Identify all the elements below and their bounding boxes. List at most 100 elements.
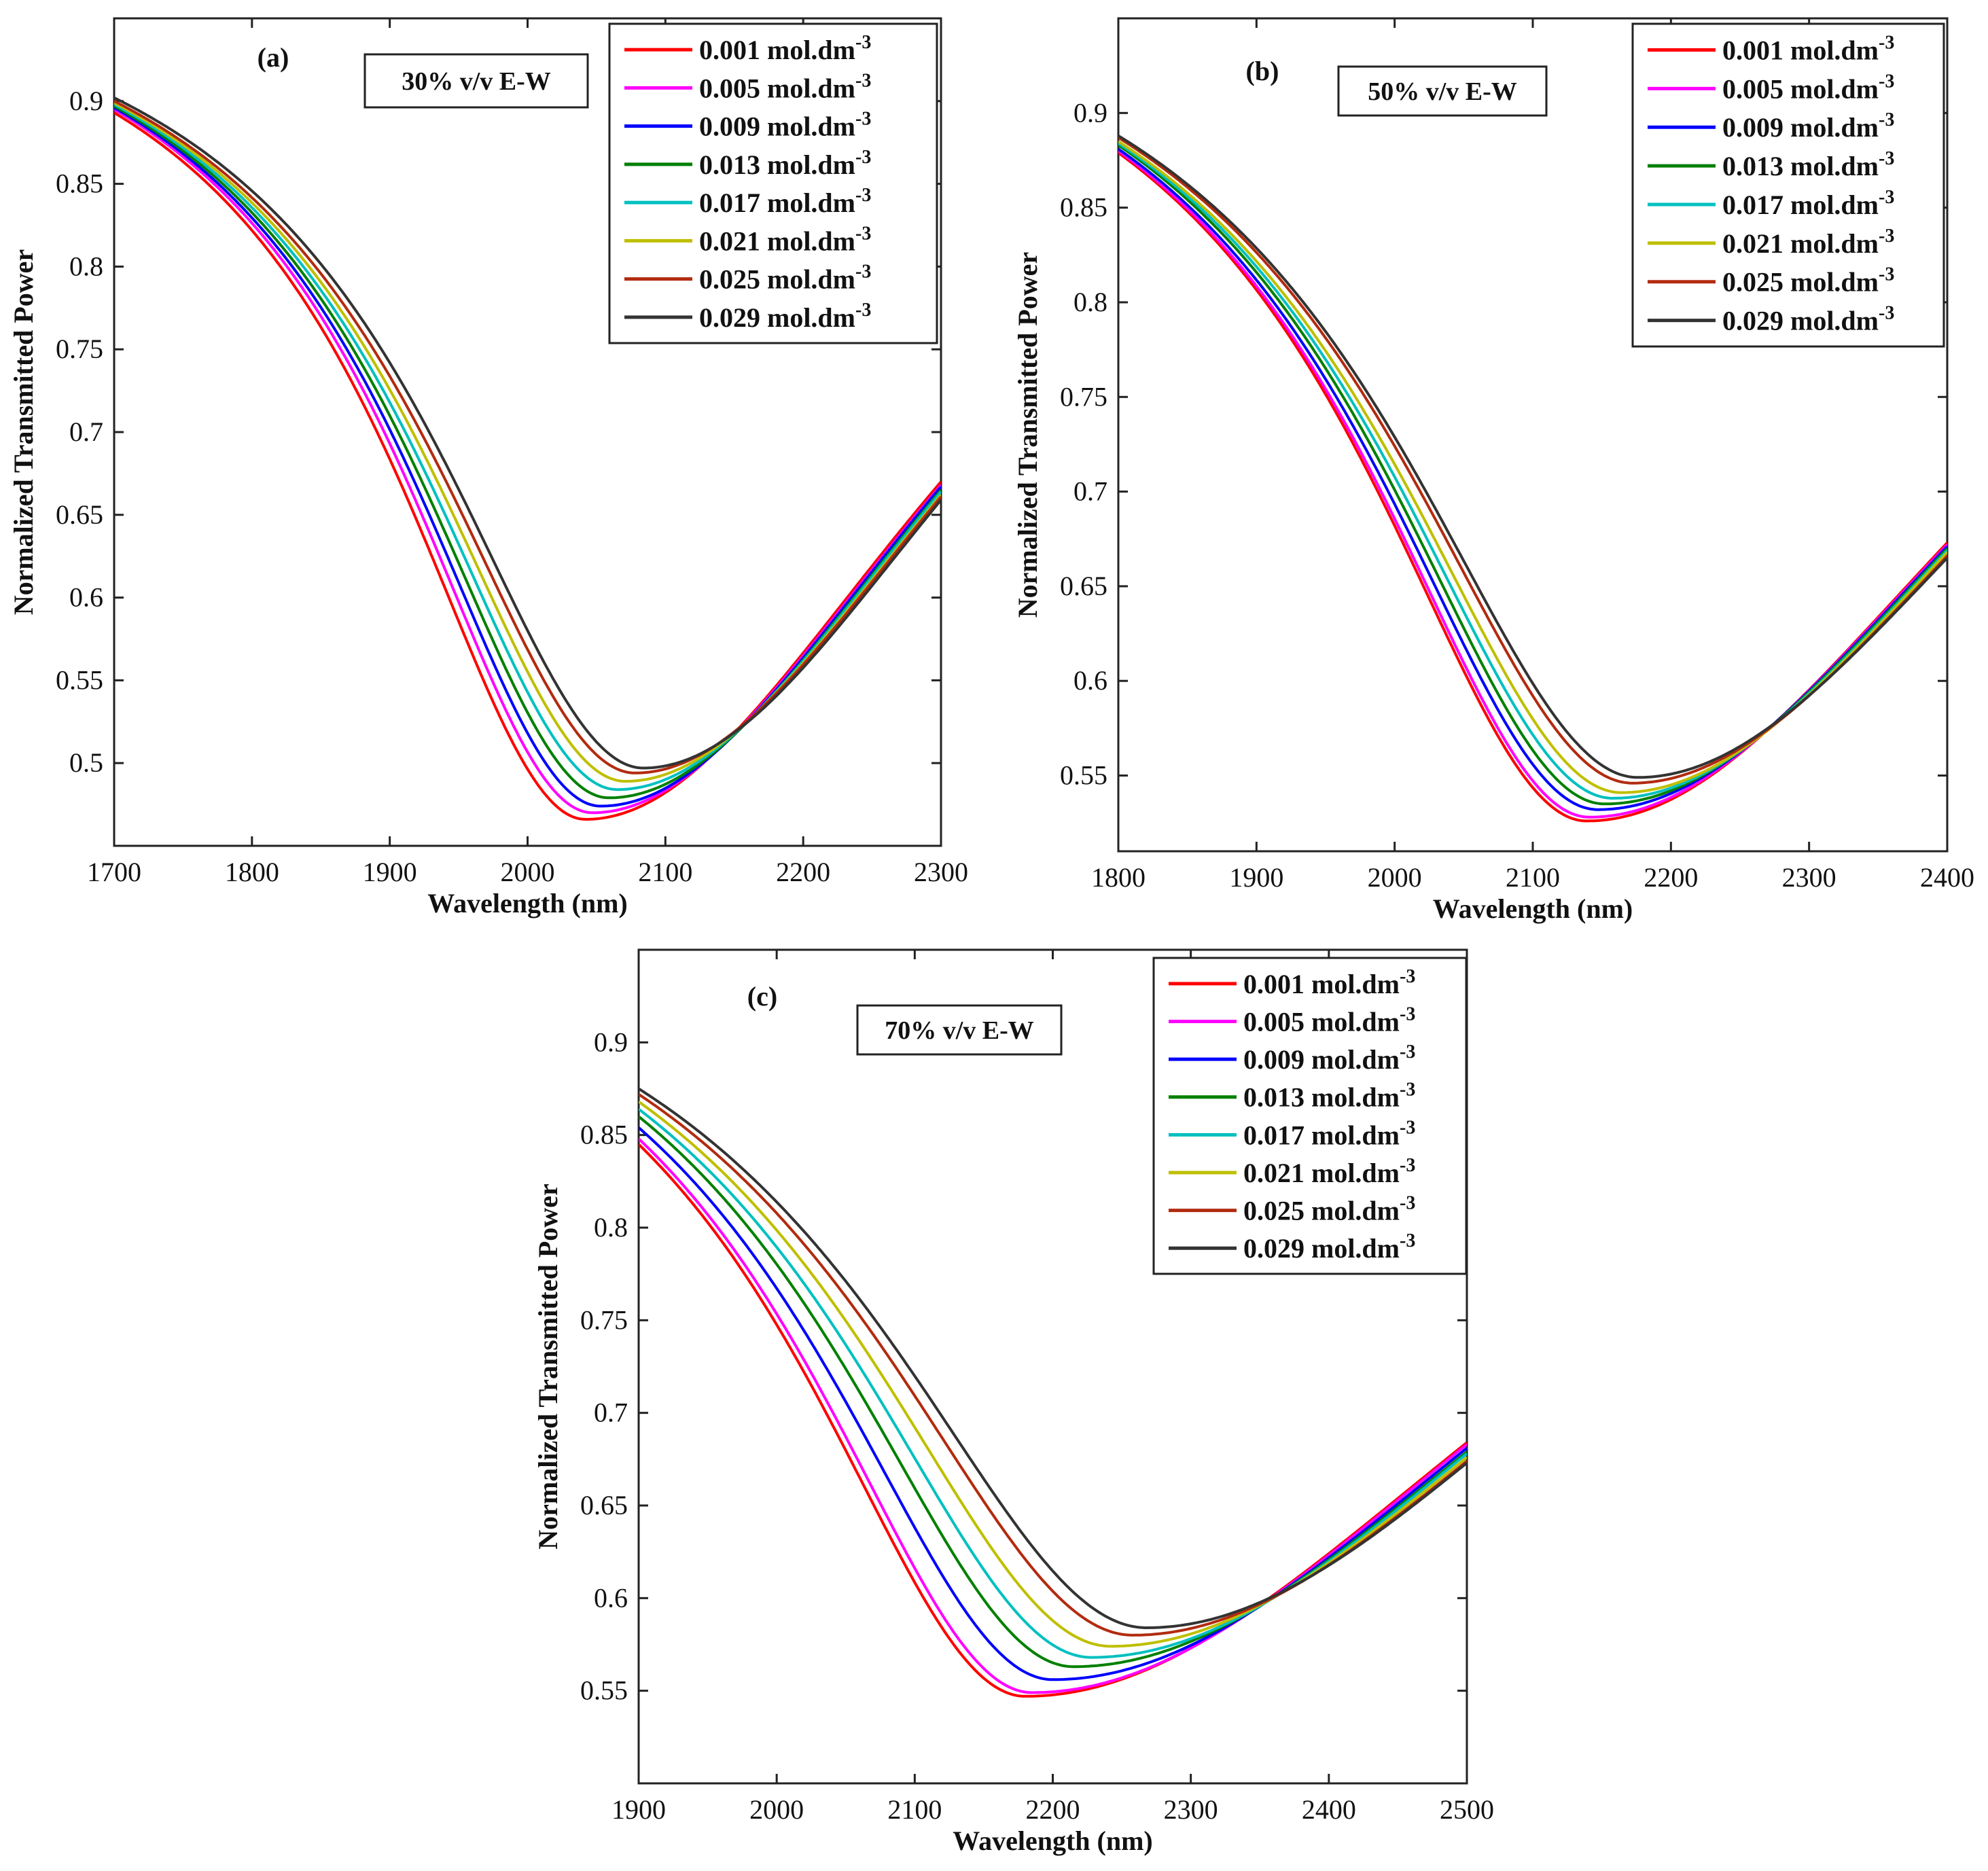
legend: 0.001 mol.dm-3 0.005 mol.dm-3 0.009 mol.dm… [1631, 22, 1945, 348]
legend-entry-0.017: 0.017 mol.dm-3 [699, 185, 871, 218]
legend-entry-0.029: 0.029 mol.dm-3 [1243, 1230, 1415, 1264]
y-tick-label: 0.8 [1073, 287, 1107, 317]
x-tick-label: 2100 [887, 1794, 942, 1825]
series-line-0.025 [114, 100, 941, 774]
x-tick-label: 1900 [1229, 862, 1283, 893]
x-tick-label: 2400 [1920, 862, 1974, 893]
panel-b: 1800 1900 2000 2100 2200 2300 2400 0.55 0.6 0.65 0… [1012, 17, 1974, 924]
series-line-0.029 [639, 1087, 1467, 1630]
x-tick-label: 1900 [363, 857, 417, 887]
x-tick-label: 2000 [1368, 862, 1422, 893]
x-tick-label: 2200 [1644, 862, 1698, 893]
series-line-0.005 [114, 108, 941, 815]
legend-entry-0.029: 0.029 mol.dm-3 [1722, 303, 1894, 336]
y-tick-label: 0.7 [1073, 476, 1107, 507]
y-tick-label: 0.6 [69, 582, 103, 613]
x-tick-label: 2400 [1302, 1794, 1356, 1825]
series-group [639, 1087, 1467, 1698]
x-tick-label: 1800 [1091, 862, 1146, 893]
legend-entry-0.009: 0.009 mol.dm-3 [699, 109, 871, 142]
series-line-0.029 [1118, 135, 1947, 779]
condition-box [1337, 65, 1548, 117]
series-group [114, 96, 941, 821]
legend-entry-0.013: 0.013 mol.dm-3 [1722, 148, 1894, 181]
x-axis-label: Wavelength (nm) [953, 1825, 1152, 1856]
x-tick-label: 1900 [611, 1794, 666, 1825]
y-tick-label: 0.85 [580, 1120, 628, 1150]
y-tick-label: 0.65 [56, 499, 103, 530]
y-tick-label: 0.55 [580, 1675, 628, 1706]
series-line-0.017 [639, 1107, 1467, 1659]
legend-entry-0.021: 0.021 mol.dm-3 [1243, 1155, 1415, 1188]
y-tick-label: 0.7 [69, 416, 103, 447]
condition-label: 30% v/v E-W [402, 67, 551, 96]
legend-entry-0.021: 0.021 mol.dm-3 [699, 223, 871, 256]
legend: 0.001 mol.dm-3 0.005 mol.dm-3 0.009 mol.dm… [1152, 957, 1468, 1275]
x-tick-label: 1800 [225, 857, 279, 887]
legend-entry-0.009: 0.009 mol.dm-3 [1243, 1041, 1415, 1075]
legend-entry-0.005: 0.005 mol.dm-3 [1722, 71, 1894, 104]
y-axis-label: Normalized Transmitted Power [533, 1183, 563, 1549]
legend-entry-0.001: 0.001 mol.dm-3 [699, 32, 871, 65]
legend-entry-0.017: 0.017 mol.dm-3 [1722, 187, 1894, 220]
series-line-0.029 [114, 96, 941, 770]
legend-box [1631, 22, 1945, 348]
series-line-0.001 [114, 111, 941, 821]
legend-entry-0.025: 0.025 mol.dm-3 [1722, 264, 1894, 298]
series-group [1118, 135, 1947, 823]
x-tick-label: 2500 [1440, 1794, 1494, 1825]
legend-box [608, 22, 938, 344]
y-tick-label: 0.65 [580, 1490, 628, 1520]
y-tick-label: 0.55 [1060, 760, 1107, 791]
legend-entry-0.005: 0.005 mol.dm-3 [699, 70, 871, 103]
x-axis-label: Wavelength (nm) [1433, 893, 1633, 924]
legend-box [1152, 957, 1468, 1275]
panel-a: 1700 1800 1900 2000 2100 2200 2300 0.5 0.55 0.6 0.… [8, 17, 968, 919]
legend-entry-0.029: 0.029 mol.dm-3 [699, 300, 871, 333]
legend-entry-0.013: 0.013 mol.dm-3 [1243, 1080, 1415, 1113]
legend-entry-0.001: 0.001 mol.dm-3 [1722, 32, 1894, 65]
condition-box [363, 53, 589, 109]
y-axis-label: Normalized Transmitted Power [8, 249, 39, 615]
panel-label: (b) [1246, 56, 1279, 86]
y-tick-label: 0.6 [1073, 665, 1107, 696]
y-tick-label: 0.9 [69, 86, 103, 116]
panel-c: 1900 2000 2100 2200 2300 2400 2500 0.55 0.6 0.65 0… [533, 948, 1494, 1856]
x-tick-label: 2300 [1782, 862, 1836, 893]
series-line-0.009 [114, 106, 941, 808]
x-tick-label: 2300 [914, 857, 968, 887]
y-tick-label: 0.5 [69, 747, 103, 778]
y-tick-label: 0.55 [56, 664, 103, 695]
y-tick-label: 0.9 [1073, 97, 1107, 128]
x-tick-label: 2100 [1506, 862, 1560, 893]
y-tick-label: 0.75 [580, 1304, 628, 1335]
condition-label: 50% v/v E-W [1368, 77, 1517, 106]
legend-entry-0.001: 0.001 mol.dm-3 [1243, 966, 1415, 999]
legend-entry-0.005: 0.005 mol.dm-3 [1243, 1003, 1415, 1037]
legend-entry-0.021: 0.021 mol.dm-3 [1722, 226, 1894, 259]
y-tick-label: 0.6 [594, 1582, 628, 1613]
y-tick-label: 0.75 [1060, 381, 1107, 412]
y-tick-label: 0.8 [69, 251, 103, 281]
y-tick-label: 0.75 [56, 334, 103, 364]
legend-entry-0.017: 0.017 mol.dm-3 [1243, 1117, 1415, 1150]
panel-label: (c) [747, 981, 777, 1012]
x-tick-label: 2100 [638, 857, 692, 887]
y-tick-label: 0.9 [594, 1027, 628, 1057]
x-tick-label: 2300 [1164, 1794, 1218, 1825]
x-tick-label: 2200 [1026, 1794, 1080, 1825]
y-tick-label: 0.7 [594, 1397, 628, 1428]
y-tick-label: 0.85 [1060, 192, 1107, 223]
condition-box [856, 1004, 1063, 1056]
x-axis-label: Wavelength (nm) [427, 888, 627, 919]
legend-entry-0.025: 0.025 mol.dm-3 [699, 262, 871, 295]
y-tick-label: 0.65 [1060, 571, 1107, 601]
panel-label: (a) [258, 42, 289, 73]
x-tick-label: 2000 [749, 1794, 804, 1825]
x-tick-label: 2200 [776, 857, 830, 887]
legend-entry-0.009: 0.009 mol.dm-3 [1722, 109, 1894, 143]
x-tick-label: 2000 [501, 857, 555, 887]
condition-label: 70% v/v E-W [885, 1016, 1034, 1045]
y-axis-label: Normalized Transmitted Power [1012, 252, 1043, 618]
